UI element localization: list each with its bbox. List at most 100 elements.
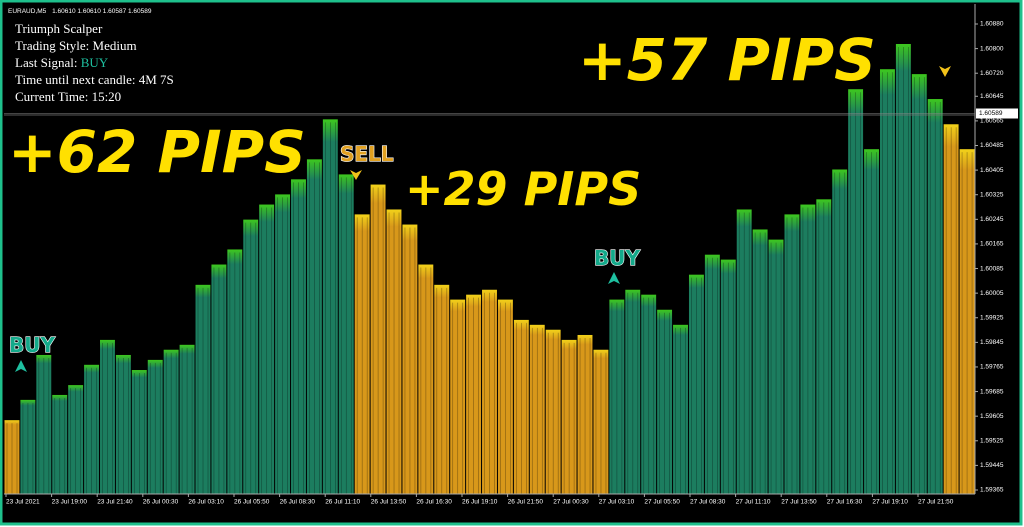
x-tick-label: 26 Jul 16:30 (416, 499, 452, 506)
y-tick-label: 1.60565 (980, 118, 1004, 125)
y-tick-label: 1.60880 (980, 21, 1004, 28)
y-tick-label: 1.59925 (980, 314, 1004, 321)
price-bar (36, 354, 52, 494)
price-bar (195, 284, 211, 494)
price-bar (593, 349, 609, 494)
price-bar (482, 289, 497, 494)
price-bar (895, 43, 911, 494)
price-bar (577, 334, 593, 494)
price-bar (943, 124, 959, 494)
y-tick-label: 1.60005 (980, 290, 1004, 297)
price-bar (466, 294, 482, 494)
panel-timer: Time until next candle: 4M 7S (15, 72, 174, 87)
x-tick-label: 27 Jul 21:50 (918, 499, 954, 506)
price-bar (52, 394, 68, 494)
x-tick-label: 26 Jul 13:50 (371, 499, 407, 506)
buy-label: BUY (594, 246, 640, 270)
buy-label: BUY (9, 333, 55, 357)
price-bar (864, 149, 879, 494)
y-tick-label: 1.60405 (980, 167, 1004, 174)
price-bar (609, 299, 625, 494)
price-bar (800, 204, 816, 494)
x-tick-label: 26 Jul 00:30 (143, 499, 179, 506)
y-tick-label: 1.59685 (980, 388, 1004, 395)
current-price-box (976, 108, 1018, 119)
price-bar (4, 420, 20, 494)
y-tick-label: 1.59765 (980, 364, 1004, 371)
current-price-label: 1.60589 (979, 110, 1003, 117)
x-tick-label: 26 Jul 11:10 (325, 499, 360, 506)
y-tick-label: 1.60325 (980, 191, 1004, 198)
price-bar (322, 119, 338, 495)
price-bar (338, 174, 354, 495)
price-bar (450, 299, 466, 494)
panel-style: Trading Style: Medium (15, 38, 137, 53)
y-tick-label: 1.59445 (980, 462, 1004, 469)
price-bar (259, 204, 275, 494)
price-bar (131, 370, 147, 494)
y-tick-label: 1.59525 (980, 438, 1004, 445)
price-bar (927, 99, 943, 494)
price-bar (736, 209, 752, 495)
x-tick-label: 27 Jul 05:50 (644, 499, 680, 506)
panel-title: Triumph Scalper (15, 21, 103, 36)
price-bar (211, 264, 227, 494)
price-bar (720, 259, 736, 494)
price-bar (832, 169, 848, 494)
y-tick-label: 1.59365 (980, 487, 1004, 494)
x-tick-label: 23 Jul 19:00 (52, 499, 88, 506)
x-tick-label: 26 Jul 03:10 (188, 499, 224, 506)
price-bar (704, 254, 720, 494)
y-tick-label: 1.60485 (980, 142, 1004, 149)
x-tick-label: 26 Jul 05:50 (234, 499, 270, 506)
price-bar (752, 229, 768, 495)
y-tick-label: 1.60800 (980, 45, 1004, 52)
pips-annotation: +62 PIPS (8, 118, 306, 186)
price-bar (497, 299, 513, 494)
price-bar (768, 239, 784, 494)
price-bar (84, 364, 100, 494)
sell-label: SELL (340, 142, 394, 166)
x-tick-label: 23 Jul 21:40 (97, 499, 133, 506)
price-bar (434, 284, 450, 494)
price-bar (879, 69, 895, 494)
header: EURAUD,M5 1.60610 1.60610 1.60587 1.6058… (8, 8, 152, 15)
y-tick-label: 1.60085 (980, 265, 1004, 272)
price-bar (625, 289, 641, 494)
x-tick-label: 27 Jul 11:10 (736, 499, 771, 506)
symbol: EURAUD,M5 (8, 8, 47, 15)
signal-label: Last Signal: (15, 55, 77, 70)
y-tick-label: 1.60645 (980, 93, 1004, 100)
sell-arrow (350, 170, 362, 180)
pips-annotation: +29 PIPS (405, 162, 641, 216)
price-bar (402, 224, 418, 494)
panel-signal: Last Signal: BUY (15, 55, 109, 70)
price-bar (275, 194, 291, 494)
x-tick-label: 27 Jul 13:50 (781, 499, 817, 506)
y-tick-label: 1.59605 (980, 413, 1004, 420)
x-tick-label: 26 Jul 21:50 (508, 499, 544, 506)
signal-value: BUY (81, 55, 109, 70)
price-bar (100, 339, 115, 494)
pips-annotation: +57 PIPS (578, 26, 876, 94)
price-bar (20, 399, 36, 494)
price-bar (816, 199, 832, 494)
price-bar (641, 294, 657, 494)
price-bar (291, 179, 306, 494)
price-bar (163, 349, 179, 494)
plot (4, 43, 975, 495)
x-tick-label: 23 Jul 2021 (6, 499, 40, 506)
price-bar (657, 309, 673, 494)
price-bar (561, 339, 577, 494)
price-bar (673, 324, 688, 494)
x-tick-label: 27 Jul 00:30 (553, 499, 589, 506)
sell-arrow (939, 66, 951, 77)
price-bar (386, 209, 402, 495)
buy-arrow (15, 360, 27, 372)
price-bar (179, 344, 195, 494)
y-tick-label: 1.60245 (980, 216, 1004, 223)
price-bar (688, 274, 704, 494)
price-bar (68, 385, 84, 494)
price-bar (784, 214, 800, 494)
